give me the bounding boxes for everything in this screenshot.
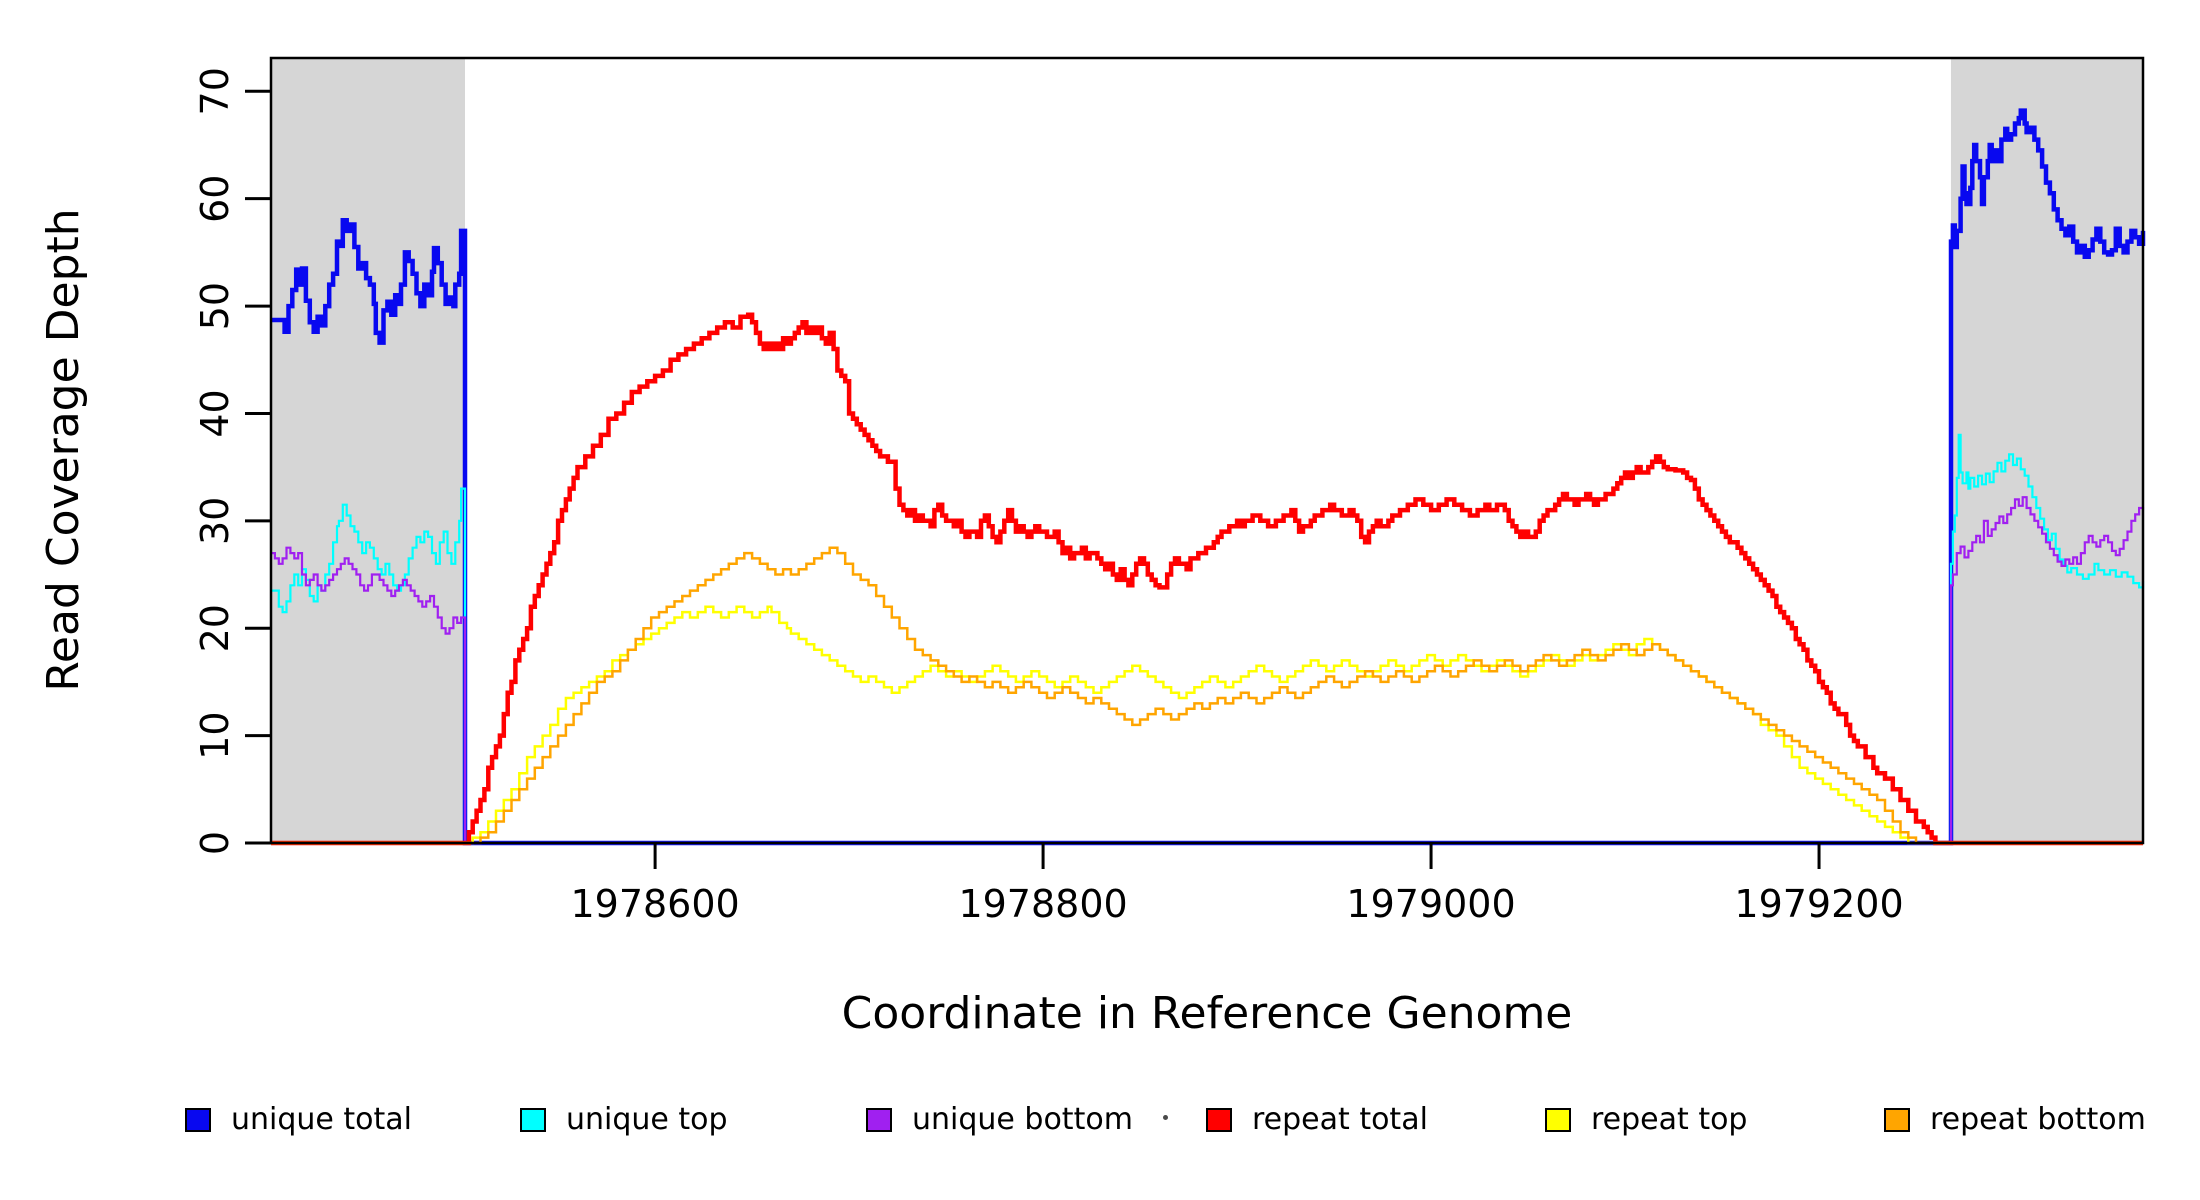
series-unique-total [271, 108, 2146, 846]
series-repeat-total [271, 312, 2143, 846]
y-tick-label: 40 [193, 389, 237, 437]
legend-label: unique total [231, 1102, 413, 1137]
shaded-left-unique-region [271, 58, 465, 843]
legend-item-unique-total: unique total [185, 1102, 412, 1137]
legend-label: unique top [566, 1102, 728, 1137]
x-axis-title: Coordinate in Reference Genome [841, 988, 1573, 1039]
legend-swatch-icon [520, 1107, 546, 1132]
legend-item-repeat-bottom: repeat bottom [1884, 1102, 2146, 1137]
series-unique-top [271, 433, 2145, 845]
plot-frame [269, 56, 2145, 845]
legend-swatch-icon [1884, 1107, 1910, 1132]
legend-label: repeat bottom [1930, 1102, 2146, 1137]
legend-item-unique-bottom: unique bottom [866, 1102, 1133, 1137]
legend-swatch-icon [185, 1107, 211, 1132]
series-repeat-bottom [271, 546, 2143, 845]
y-tick-label: 70 [193, 67, 237, 115]
legend-swatch-icon [1545, 1107, 1571, 1132]
legend-swatch-icon [866, 1107, 892, 1132]
x-tick-label: 1978800 [958, 882, 1127, 926]
y-tick-label: 30 [193, 497, 237, 545]
legend-label: repeat top [1591, 1102, 1748, 1137]
legend-label: unique bottom [912, 1102, 1133, 1137]
y-tick-label: 50 [193, 282, 237, 330]
stray-dot [1163, 1115, 1168, 1120]
legend-item-repeat-total: repeat total [1206, 1102, 1428, 1137]
y-tick-label: 0 [193, 831, 237, 855]
x-tick-label: 1979000 [1346, 882, 1515, 926]
legend-item-unique-top: unique top [520, 1102, 728, 1137]
x-tick-label: 1978600 [570, 882, 739, 926]
legend-item-repeat-top: repeat top [1545, 1102, 1747, 1137]
y-tick-label: 10 [193, 711, 237, 759]
legend-swatch-icon [1206, 1107, 1232, 1132]
legend-label: repeat total [1252, 1102, 1428, 1137]
y-tick-label: 60 [193, 174, 237, 222]
y-axis-title: Read Coverage Depth [38, 208, 89, 692]
series-repeat-top [271, 605, 2143, 845]
y-tick-label: 20 [193, 604, 237, 652]
x-tick-label: 1979200 [1734, 882, 1903, 926]
